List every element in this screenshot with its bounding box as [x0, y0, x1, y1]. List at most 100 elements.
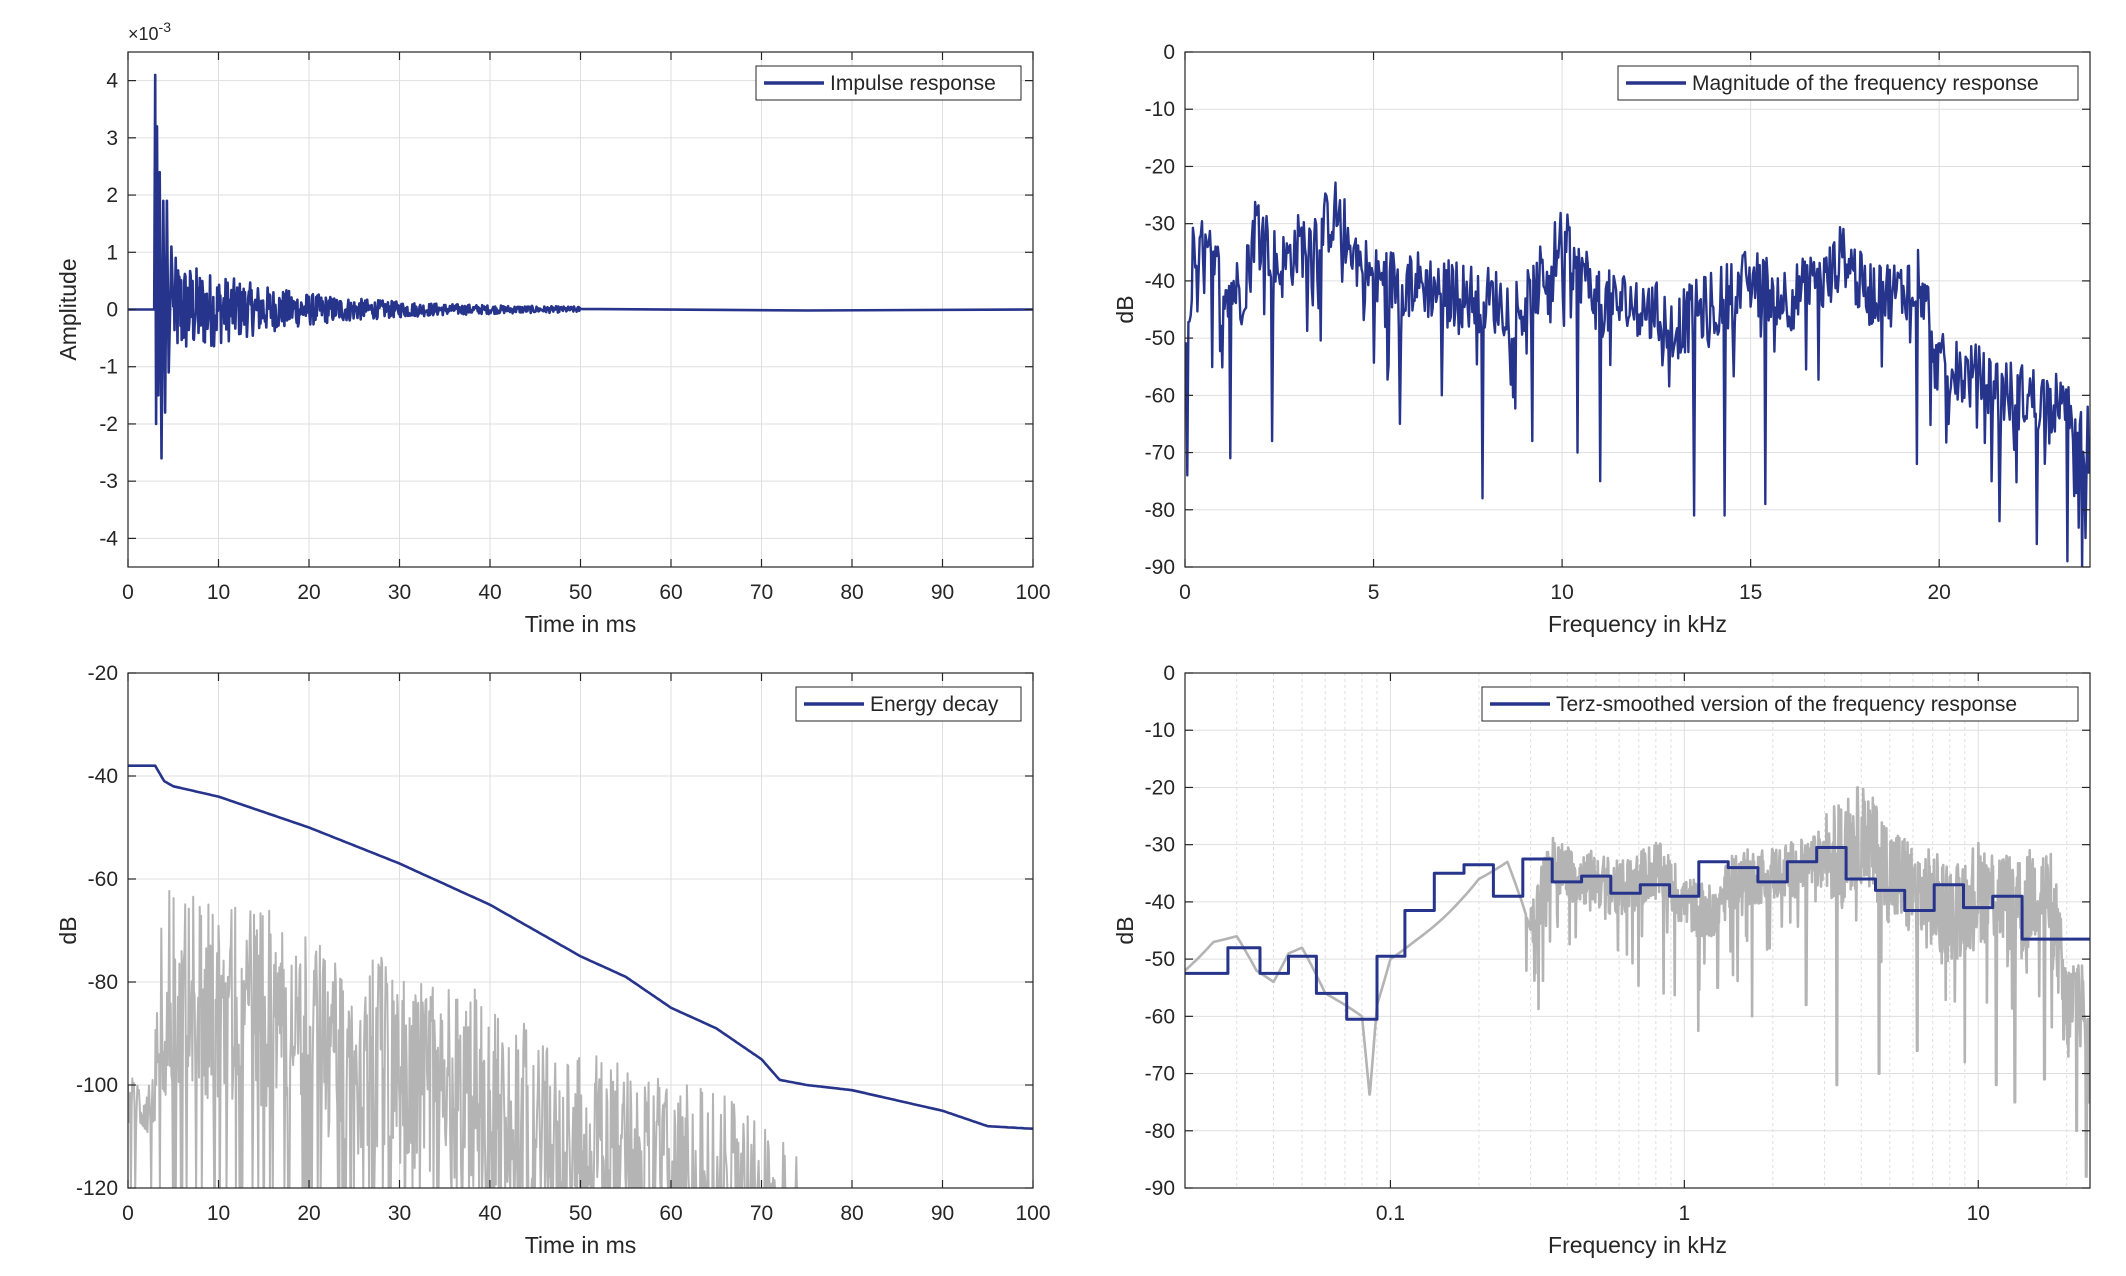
x-tick-label: 30 [388, 581, 411, 604]
legend-label: Terz-smoothed version of the frequency r… [1556, 693, 2017, 716]
x-tick-label: 0 [1179, 581, 1191, 604]
axes-box [1184, 672, 2091, 1189]
x-tick-label: 30 [388, 1202, 411, 1225]
x-tick-label: 70 [750, 581, 773, 604]
y-tick-label: -4 [99, 527, 118, 550]
y-tick-label: -80 [1145, 1120, 1175, 1143]
x-tick-label: 60 [659, 581, 682, 604]
y-tick-label: -1 [99, 356, 118, 379]
energy-decay-line [128, 764, 1033, 1131]
x-tick-label: 80 [840, 581, 863, 604]
y-axis-label: dB [55, 916, 81, 944]
legend-box [1617, 65, 2079, 101]
x-tick-label: 15 [1739, 581, 1762, 604]
raw-response-line [1185, 785, 2090, 1178]
y-tick-label: -80 [88, 971, 118, 994]
y-axis-label: Amplitude [55, 258, 81, 360]
y-tick-label: -120 [76, 1177, 118, 1200]
x-tick-label: 90 [931, 581, 954, 604]
x-tick-label: 0 [122, 1202, 134, 1225]
series-group [128, 764, 1033, 1188]
x-tick-label: 20 [297, 581, 320, 604]
y-tick-label: -10 [1145, 719, 1175, 742]
y-tick-label: 4 [106, 70, 118, 93]
legend: Terz-smoothed version of the frequency r… [1481, 686, 2079, 722]
y-tick-label: -20 [88, 662, 118, 685]
x-tick-label: 20 [297, 1202, 320, 1225]
x-tick-label: 50 [569, 1202, 592, 1225]
x-tick-label: 10 [1967, 1202, 1990, 1225]
y-tick-label: -90 [1145, 1177, 1175, 1200]
x-axis-label: Time in ms [525, 611, 637, 637]
y-tick-label: -30 [1145, 834, 1175, 857]
y-tick-label: -40 [88, 765, 118, 788]
series-group [128, 73, 1033, 460]
y-axis-label: dB [1112, 916, 1138, 944]
y-tick-label: -60 [88, 868, 118, 891]
x-tick-label: 1 [1678, 1202, 1690, 1225]
y-tick-label: -80 [1145, 499, 1175, 522]
x-axis-label: Time in ms [525, 1232, 637, 1258]
y-tick-label: -50 [1145, 948, 1175, 971]
series-group [1185, 785, 2090, 1178]
y-tick-label: 0 [106, 299, 118, 322]
x-tick-label: 60 [659, 1202, 682, 1225]
x-tick-label: 40 [478, 1202, 501, 1225]
x-tick-label: 10 [207, 1202, 230, 1225]
x-tick-label: 0.1 [1376, 1202, 1405, 1225]
y-axis-label: dB [1112, 295, 1138, 323]
y-exponent-superscript: -3 [159, 19, 172, 35]
x-axis-label: Frequency in kHz [1548, 1232, 1727, 1258]
y-tick-label: 1 [106, 241, 118, 264]
y-tick-label: -70 [1145, 1063, 1175, 1086]
y-tick-label: -90 [1145, 556, 1175, 579]
x-tick-label: 100 [1015, 581, 1050, 604]
series-group [1185, 181, 2090, 567]
y-tick-label: 0 [1163, 662, 1175, 685]
y-tick-label: -40 [1145, 270, 1175, 293]
y-tick-label: -2 [99, 413, 118, 436]
y-tick-label: -20 [1145, 155, 1175, 178]
impulse-response-line [128, 73, 1033, 460]
frequency-magnitude-chart: 0 5 10 15 20 0 -10 -20 -30 -40 -50 -60 -70 -80 -90 Freq… [1112, 41, 2091, 637]
y-tick-label: -10 [1145, 98, 1175, 121]
energy-envelope-line [128, 890, 798, 1188]
y-tick-label: -60 [1145, 1005, 1175, 1028]
legend: Energy decay [795, 686, 1022, 722]
y-tick-label: 2 [106, 184, 118, 207]
x-tick-label: 40 [478, 581, 501, 604]
legend-label: Energy decay [870, 693, 999, 716]
terz-smoothed-line [1185, 846, 2090, 1021]
y-tick-label: -3 [99, 470, 118, 493]
y-tick-label: 3 [106, 127, 118, 150]
y-tick-label: -40 [1145, 891, 1175, 914]
y-tick-label: -30 [1145, 213, 1175, 236]
x-tick-label: 0 [122, 581, 134, 604]
x-tick-label: 100 [1015, 1202, 1050, 1225]
x-tick-label: 70 [750, 1202, 773, 1225]
magnitude-line [1185, 181, 2090, 567]
x-tick-label: 5 [1368, 581, 1380, 604]
energy-decay-chart: 0 10 20 30 40 50 60 70 80 90 100 -20 -40 -60 -80 -100 -1… [55, 662, 1051, 1258]
axes-box [1184, 51, 2091, 568]
y-tick-label: -100 [76, 1074, 118, 1097]
impulse-response-chart: 0 10 20 30 40 50 60 70 80 90 100 -4 -3 -2 -1 0 1 2 3 4 Time … [55, 19, 1051, 637]
y-tick-label: -20 [1145, 776, 1175, 799]
x-tick-label: 90 [931, 1202, 954, 1225]
legend-box [1481, 686, 2079, 722]
x-tick-label: 10 [1550, 581, 1573, 604]
legend-label: Impulse response [830, 72, 996, 95]
x-tick-label: 20 [1927, 581, 1950, 604]
legend-label: Magnitude of the frequency response [1692, 72, 2039, 95]
x-axis-label: Frequency in kHz [1548, 611, 1727, 637]
x-tick-label: 80 [840, 1202, 863, 1225]
y-tick-label: -70 [1145, 442, 1175, 465]
y-tick-label: 0 [1163, 41, 1175, 64]
x-tick-label: 50 [569, 581, 592, 604]
y-tick-label: -50 [1145, 327, 1175, 350]
y-tick-label: -60 [1145, 384, 1175, 407]
legend: Magnitude of the frequency response [1617, 65, 2079, 101]
terz-smoothed-chart: 0.1 1 10 0 -10 -20 -30 -40 -50 -60 -70 -80 -90 Freque… [1112, 662, 2091, 1258]
legend: Impulse response [755, 65, 1022, 101]
